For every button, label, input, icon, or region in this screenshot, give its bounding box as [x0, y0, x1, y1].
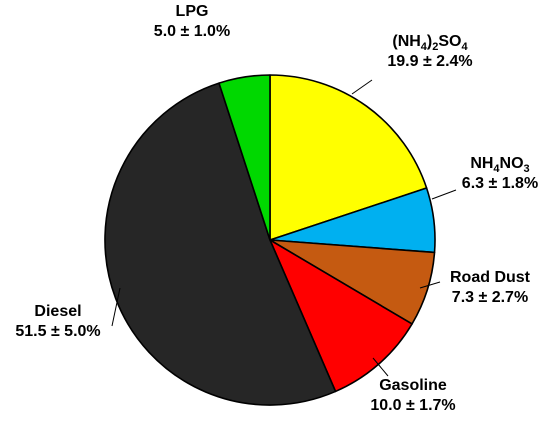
pie-slice-gasoline	[269, 239, 413, 393]
pie-slice-diesel	[104, 82, 337, 406]
slice-value-nh4no3: 6.3 ± 1.8%	[462, 175, 538, 192]
slice-value-road-dust: 7.3 ± 2.7%	[452, 289, 528, 306]
leader-line-road-dust	[419, 281, 441, 289]
slice-name-road-dust: Road Dust	[450, 269, 531, 286]
leader-line-nh4no3	[431, 189, 457, 200]
leader-line-nh4-2so4	[351, 79, 373, 95]
slice-name-nh4-2so4: (NH4)2SO4	[392, 33, 468, 53]
slice-name-lpg: LPG	[176, 3, 209, 20]
slice-name-diesel: Diesel	[34, 303, 81, 320]
pie-slice-nh4-2so4	[269, 74, 428, 241]
pie-slices	[104, 74, 436, 406]
slice-value-diesel: 51.5 ± 5.0%	[15, 323, 100, 340]
slice-name-gasoline: Gasoline	[379, 377, 447, 394]
slice-value-nh4-2so4: 19.9 ± 2.4%	[387, 53, 472, 70]
slice-value-gasoline: 10.0 ± 1.7%	[370, 397, 455, 414]
leader-line-gasoline	[372, 357, 389, 377]
slice-value-lpg: 5.0 ± 1.0%	[154, 23, 230, 40]
leader-line-diesel	[111, 287, 121, 327]
slice-name-nh4no3: NH4NO3	[470, 155, 529, 175]
leader-lines	[111, 79, 457, 377]
pie-slice-lpg	[218, 74, 271, 241]
